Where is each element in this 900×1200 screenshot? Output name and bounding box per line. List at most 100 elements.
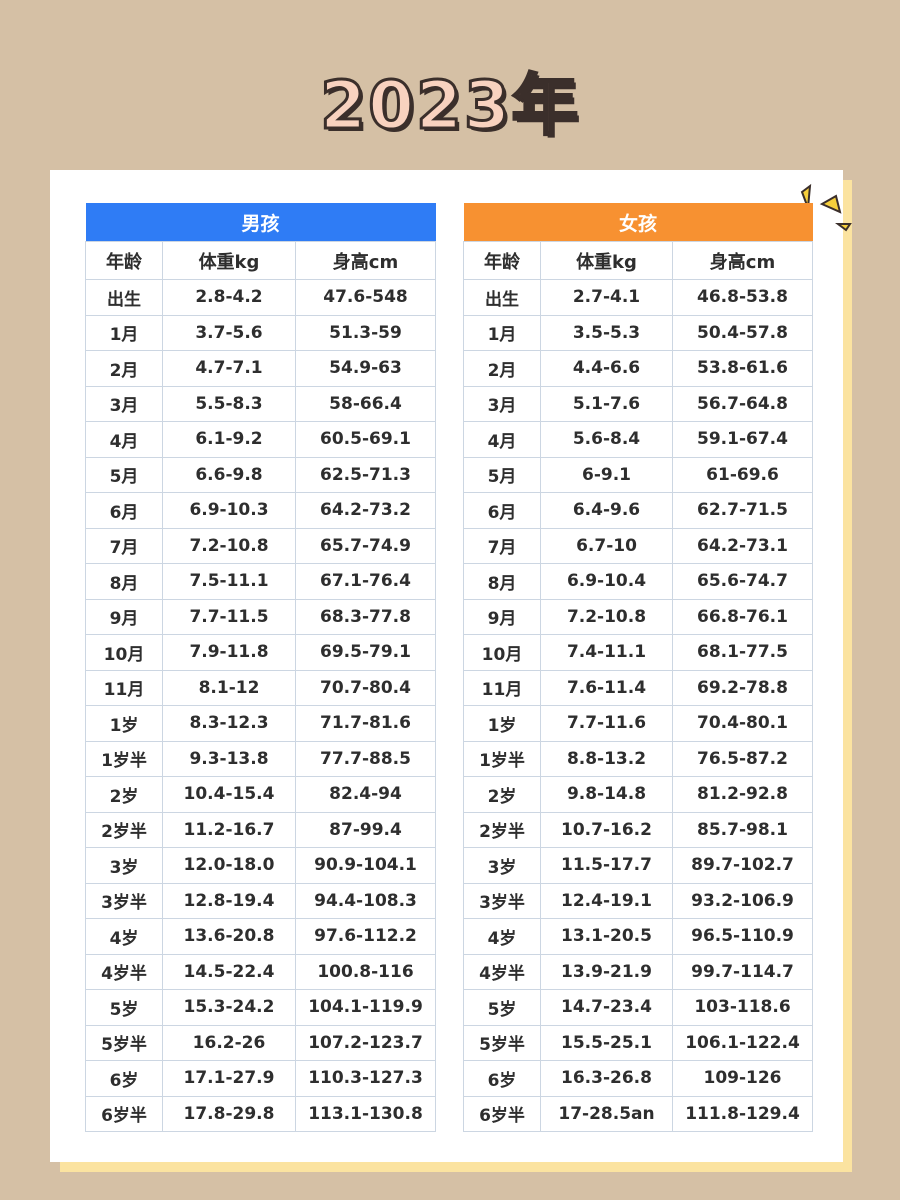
table-cell: 5岁半 — [463, 1024, 541, 1061]
table-cell: 2岁半 — [85, 811, 163, 848]
table-cell: 3岁半 — [463, 882, 541, 919]
table-cell: 7月 — [85, 527, 163, 564]
table-cell: 4月 — [85, 421, 163, 458]
table-cell: 13.1-20.5 — [540, 918, 673, 955]
table-cell: 6.4-9.6 — [540, 492, 673, 529]
table-row: 6月 6.4-9.6 62.7-71.5 — [463, 492, 813, 529]
table-cell: 62.7-71.5 — [672, 492, 813, 529]
table-cell: 87-99.4 — [295, 811, 436, 848]
table-cell: 6月 — [85, 492, 163, 529]
table-cell: 3岁半 — [85, 882, 163, 919]
table-cell: 12.4-19.1 — [540, 882, 673, 919]
table-cell: 11月 — [463, 669, 541, 706]
table-cell: 6岁半 — [463, 1095, 541, 1132]
table-cell: 106.1-122.4 — [672, 1024, 813, 1061]
table-cell: 8.3-12.3 — [162, 705, 296, 742]
table-cell: 2岁半 — [463, 811, 541, 848]
table-cell: 6.9-10.3 — [162, 492, 296, 529]
table-cell: 104.1-119.9 — [295, 989, 436, 1026]
table-cell: 93.2-106.9 — [672, 882, 813, 919]
table-row: 5岁 15.3-24.2 104.1-119.9 — [85, 989, 436, 1026]
table-row: 出生 2.8-4.2 47.6-548 — [85, 279, 436, 316]
table-cell: 94.4-108.3 — [295, 882, 436, 919]
table-cell: 1岁半 — [85, 740, 163, 777]
table-row: 10月 7.9-11.8 69.5-79.1 — [85, 634, 436, 671]
table-cell: 70.7-80.4 — [295, 669, 436, 706]
table-row: 2岁半 10.7-16.2 85.7-98.1 — [463, 811, 813, 848]
table-row: 7月 7.2-10.8 65.7-74.9 — [85, 527, 436, 564]
column-header: 身高cm — [295, 241, 436, 280]
table-cell: 6-9.1 — [540, 456, 673, 493]
table-cell: 47.6-548 — [295, 279, 436, 316]
table-cell: 90.9-104.1 — [295, 847, 436, 884]
table-cell: 15.3-24.2 — [162, 989, 296, 1026]
table-cell: 5.6-8.4 — [540, 421, 673, 458]
table-cell: 82.4-94 — [295, 776, 436, 813]
table-row: 1岁半 9.3-13.8 77.7-88.5 — [85, 740, 436, 777]
table-row: 5岁 14.7-23.4 103-118.6 — [463, 989, 813, 1026]
table-cell: 6.1-9.2 — [162, 421, 296, 458]
table-cell: 7.5-11.1 — [162, 563, 296, 600]
table-cell: 77.7-88.5 — [295, 740, 436, 777]
table-cell: 5岁 — [463, 989, 541, 1026]
table-cell: 99.7-114.7 — [672, 953, 813, 990]
table-cell: 3岁 — [85, 847, 163, 884]
table-cell: 103-118.6 — [672, 989, 813, 1026]
table-cell: 111.8-129.4 — [672, 1095, 813, 1132]
table-row: 出生 2.7-4.1 46.8-53.8 — [463, 279, 813, 316]
table-cell: 66.8-76.1 — [672, 598, 813, 635]
table-row: 1月 3.7-5.6 51.3-59 — [85, 314, 436, 351]
table-cell: 10月 — [85, 634, 163, 671]
table-cell: 2月 — [85, 350, 163, 387]
table-cell: 14.5-22.4 — [162, 953, 296, 990]
table-cell: 109-126 — [672, 1060, 813, 1097]
table-cell: 4岁半 — [85, 953, 163, 990]
table-cell: 6岁 — [85, 1060, 163, 1097]
table-cell: 9月 — [463, 598, 541, 635]
table-title: 女孩 — [463, 203, 813, 242]
table-cell: 2岁 — [85, 776, 163, 813]
table-cell: 65.7-74.9 — [295, 527, 436, 564]
table-cell: 7.2-10.8 — [162, 527, 296, 564]
table-cell: 5岁 — [85, 989, 163, 1026]
table-row: 6岁 16.3-26.8 109-126 — [463, 1060, 813, 1097]
table-row: 10月 7.4-11.1 68.1-77.5 — [463, 634, 813, 671]
table-row: 8月 7.5-11.1 67.1-76.4 — [85, 563, 436, 600]
table-cell: 7月 — [463, 527, 541, 564]
table-cell: 67.1-76.4 — [295, 563, 436, 600]
column-header: 年龄 — [463, 241, 541, 280]
table-cell: 出生 — [85, 279, 163, 316]
table-cell: 10月 — [463, 634, 541, 671]
table-cell: 7.7-11.6 — [540, 705, 673, 742]
table-row: 4岁半 13.9-21.9 99.7-114.7 — [463, 953, 813, 990]
table-row: 6月 6.9-10.3 64.2-73.2 — [85, 492, 436, 529]
column-header-row: 年龄 体重kg 身高cm — [85, 241, 436, 280]
table-cell: 2.7-4.1 — [540, 279, 673, 316]
table-cell: 17-28.5an — [540, 1095, 673, 1132]
table-row: 3月 5.1-7.6 56.7-64.8 — [463, 385, 813, 422]
table-cell: 68.1-77.5 — [672, 634, 813, 671]
table-row: 3月 5.5-8.3 58-66.4 — [85, 385, 436, 422]
table-row: 6岁半 17.8-29.8 113.1-130.8 — [85, 1095, 436, 1132]
table-cell: 6.9-10.4 — [540, 563, 673, 600]
table-cell: 69.2-78.8 — [672, 669, 813, 706]
table-cell: 4岁 — [463, 918, 541, 955]
girls-table: 女孩 年龄 体重kg 身高cm 出生 2.7-4.1 46.8-53.8 1月 3.5-5.3 5… — [463, 203, 813, 1132]
table-cell: 8.1-12 — [162, 669, 296, 706]
table-cell: 12.0-18.0 — [162, 847, 296, 884]
table-cell: 7.4-11.1 — [540, 634, 673, 671]
table-row: 11月 8.1-12 70.7-80.4 — [85, 669, 436, 706]
table-cell: 81.2-92.8 — [672, 776, 813, 813]
table-cell: 60.5-69.1 — [295, 421, 436, 458]
table-row: 3岁 12.0-18.0 90.9-104.1 — [85, 847, 436, 884]
table-row: 1月 3.5-5.3 50.4-57.8 — [463, 314, 813, 351]
table-cell: 12.8-19.4 — [162, 882, 296, 919]
table-cell: 5月 — [463, 456, 541, 493]
table-cell: 8月 — [463, 563, 541, 600]
column-header: 体重kg — [162, 241, 296, 280]
table-cell: 3岁 — [463, 847, 541, 884]
table-cell: 51.3-59 — [295, 314, 436, 351]
table-row: 1岁 8.3-12.3 71.7-81.6 — [85, 705, 436, 742]
table-cell: 6月 — [463, 492, 541, 529]
table-cell: 53.8-61.6 — [672, 350, 813, 387]
